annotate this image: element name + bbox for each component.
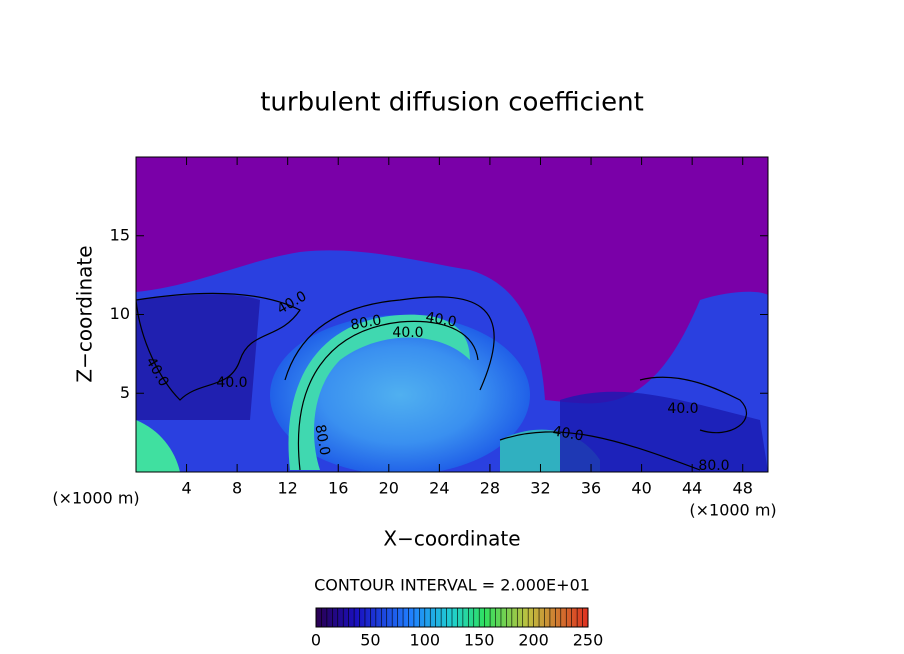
y-tick-label: 15 [110,225,130,244]
x-tick-label: 24 [429,479,449,498]
x-tick-label: 48 [733,479,753,498]
contour-label: 40.0 [667,401,698,417]
x-tick-label: 36 [581,479,601,498]
contour-line [284,296,495,391]
contour-label: 80.0 [349,312,382,333]
contour-label: 40.0 [216,375,247,391]
x-tick-label: 16 [328,479,348,498]
contour-line [639,376,747,434]
field-region [136,294,260,420]
contour-label: 40.0 [392,325,423,341]
field [136,157,768,472]
colorbar-tick-label: 200 [518,631,549,650]
colorbar-tick-label: 50 [360,631,380,650]
x-unit-label: (×1000 m) [689,501,776,520]
contour-interval: CONTOUR INTERVAL = 2.000E+01 [314,576,590,595]
field-region [288,314,470,470]
x-tick-label: 20 [379,479,399,498]
contour-label: 40.0 [424,309,457,330]
colorbar-tick-label: 0 [311,631,321,650]
contour-line [499,431,701,471]
x-tick-label: 4 [181,479,191,498]
x-tick-label: 8 [232,479,242,498]
contour-line [297,320,479,471]
x-axis-label: X−coordinate [383,527,520,551]
x-tick-label: 44 [682,479,702,498]
colorbar-tick-label: 250 [573,631,604,650]
y-tick-label: 5 [120,383,130,402]
x-tick-label: 28 [480,479,500,498]
contour-label: 40.0 [551,423,584,444]
x-tick-label: 12 [278,479,298,498]
y-tick-label: 10 [110,304,130,323]
chart-title: turbulent diffusion coefficient [260,88,644,118]
colorbar-tick-label: 100 [410,631,441,650]
x-tick-label: 40 [631,479,651,498]
y-axis-label: Z−coordinate [73,245,97,382]
x-tick-label: 32 [530,479,550,498]
field-region [136,420,180,472]
contour-label: 80.0 [311,423,332,456]
contour-label: 80.0 [698,458,729,474]
colorbar-tick-label: 150 [464,631,495,650]
y-unit-label: (×1000 m) [52,489,139,508]
contour-line [136,292,301,401]
field-region [560,391,768,472]
